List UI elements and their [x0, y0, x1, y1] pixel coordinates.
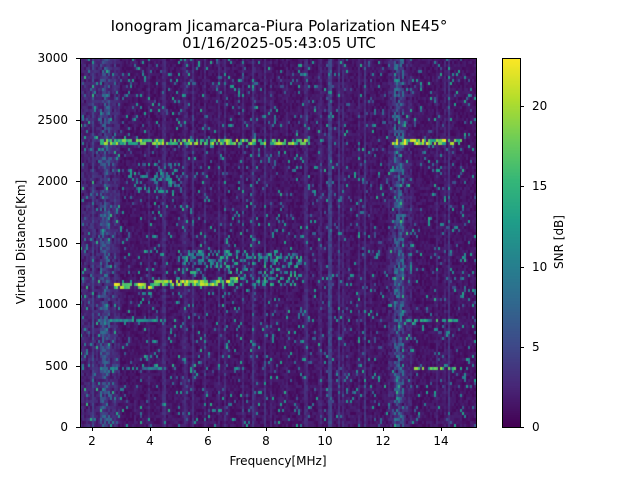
x-tick-label: 2	[88, 434, 96, 448]
y-tick-label: 500	[45, 359, 68, 373]
x-tick-mark	[383, 427, 384, 431]
y-tick-label: 2500	[37, 113, 68, 127]
colorbar-gradient	[502, 58, 520, 427]
y-tick-mark	[76, 181, 80, 182]
y-tick-label: 1500	[37, 236, 68, 250]
colorbar-tick-mark	[520, 106, 524, 107]
x-tick-mark	[208, 427, 209, 431]
x-tick-label: 8	[262, 434, 270, 448]
y-tick-label: 2000	[37, 174, 68, 188]
x-tick-mark	[150, 427, 151, 431]
y-tick-label: 3000	[37, 51, 68, 65]
colorbar-tick-mark	[520, 186, 524, 187]
y-tick-mark	[76, 427, 80, 428]
colorbar-tick-label: 10	[532, 260, 548, 274]
y-tick-label: 1000	[37, 297, 68, 311]
colorbar-tick-label: 15	[532, 179, 548, 193]
x-tick-label: 10	[317, 434, 333, 448]
colorbar-tick-mark	[520, 427, 524, 428]
x-axis-label: Frequency[MHz]	[229, 454, 327, 468]
colorbar-tick-label: 5	[532, 340, 540, 354]
colorbar-tick-mark	[520, 267, 524, 268]
x-tick-mark	[92, 427, 93, 431]
y-tick-mark	[76, 58, 80, 59]
heatmap-canvas	[80, 58, 476, 427]
y-tick-mark	[76, 120, 80, 121]
y-tick-label: 0	[60, 420, 68, 434]
colorbar-tick-label: 0	[532, 420, 540, 434]
y-tick-mark	[76, 243, 80, 244]
colorbar-tick-mark	[520, 347, 524, 348]
y-tick-mark	[76, 304, 80, 305]
x-tick-mark	[325, 427, 326, 431]
chart-subtitle: 01/16/2025-05:43:05 UTC	[182, 34, 376, 52]
x-tick-mark	[266, 427, 267, 431]
x-tick-label: 12	[375, 434, 391, 448]
x-tick-mark	[441, 427, 442, 431]
x-tick-label: 4	[146, 434, 154, 448]
y-tick-mark	[76, 366, 80, 367]
chart-title: Ionogram Jicamarca-Piura Polarization NE…	[110, 17, 448, 35]
y-axis-label: Virtual Distance[Km]	[14, 179, 28, 305]
ionogram-heatmap	[80, 58, 476, 427]
x-tick-label: 14	[433, 434, 449, 448]
colorbar-tick-label: 20	[532, 99, 548, 113]
colorbar	[502, 58, 520, 427]
colorbar-label: SNR [dB]	[552, 215, 566, 269]
x-tick-label: 6	[204, 434, 212, 448]
